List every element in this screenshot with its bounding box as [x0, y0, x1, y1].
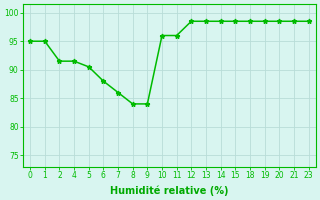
X-axis label: Humidité relative (%): Humidité relative (%): [110, 185, 228, 196]
